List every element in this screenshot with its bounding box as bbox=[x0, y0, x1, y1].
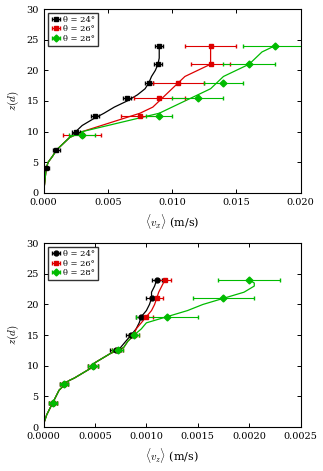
Y-axis label: $z(d)$: $z(d)$ bbox=[5, 91, 21, 111]
X-axis label: $\langle v_x \rangle$ (m/s): $\langle v_x \rangle$ (m/s) bbox=[145, 212, 199, 231]
Legend: θ = 24°, θ = 26°, θ = 28°: θ = 24°, θ = 26°, θ = 28° bbox=[48, 13, 98, 46]
Legend: θ = 24°, θ = 26°, θ = 28°: θ = 24°, θ = 26°, θ = 28° bbox=[48, 247, 98, 280]
Y-axis label: $z(d)$: $z(d)$ bbox=[5, 325, 21, 345]
X-axis label: $\langle v_z \rangle$ (m/s): $\langle v_z \rangle$ (m/s) bbox=[145, 447, 199, 465]
